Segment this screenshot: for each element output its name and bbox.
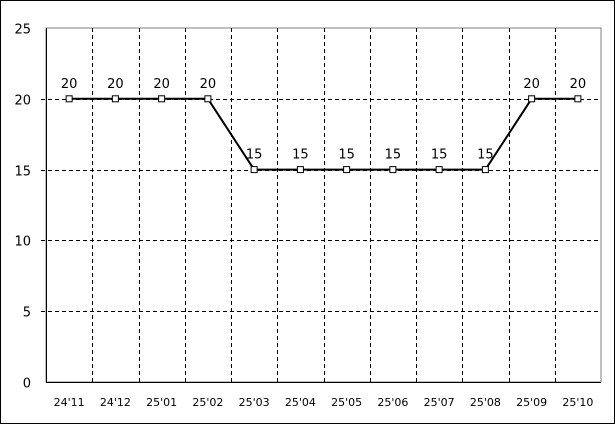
x-tick-label: 25'04 xyxy=(285,396,316,409)
data-point-marker xyxy=(528,95,536,103)
x-tick-label: 25'02 xyxy=(192,396,223,409)
x-tick-label: 25'05 xyxy=(331,396,362,409)
x-tick-label: 25'06 xyxy=(377,396,408,409)
y-tick-label: 0 xyxy=(23,377,31,392)
x-tick-label: 25'07 xyxy=(424,396,455,409)
data-label: 15 xyxy=(292,148,309,163)
data-point-marker xyxy=(296,166,304,174)
data-label: 15 xyxy=(477,148,494,163)
data-point-marker xyxy=(204,95,212,103)
data-point-marker xyxy=(250,166,258,174)
data-point-marker xyxy=(574,95,582,103)
x-tick-label: 25'01 xyxy=(146,396,177,409)
plot-area xyxy=(45,27,602,383)
y-tick-label: 5 xyxy=(23,306,31,321)
data-point-marker xyxy=(435,166,443,174)
x-tick-label: 25'03 xyxy=(239,396,270,409)
data-label: 20 xyxy=(570,77,587,92)
y-tick-label: 25 xyxy=(14,23,31,38)
data-label: 15 xyxy=(385,148,402,163)
data-label: 20 xyxy=(153,77,170,92)
y-tick-label: 10 xyxy=(14,235,31,250)
data-point-marker xyxy=(111,95,119,103)
series-line xyxy=(69,97,578,171)
y-tick-label: 20 xyxy=(14,94,31,109)
data-label: 15 xyxy=(338,148,355,163)
data-point-marker xyxy=(481,166,489,174)
data-label: 15 xyxy=(431,148,448,163)
data-point-marker xyxy=(158,95,166,103)
x-tick-label: 24'11 xyxy=(54,396,85,409)
x-tick-label: 25'10 xyxy=(562,396,593,409)
data-point-marker xyxy=(343,166,351,174)
data-point-marker xyxy=(65,95,73,103)
x-tick-label: 24'12 xyxy=(100,396,131,409)
data-label: 20 xyxy=(523,77,540,92)
data-label: 20 xyxy=(200,77,217,92)
data-label: 20 xyxy=(107,77,124,92)
data-label: 15 xyxy=(246,148,263,163)
data-point-marker xyxy=(389,166,397,174)
x-tick-label: 25'09 xyxy=(516,396,547,409)
y-tick-label: 15 xyxy=(14,165,31,180)
x-tick-label: 25'08 xyxy=(470,396,501,409)
data-label: 20 xyxy=(61,77,78,92)
